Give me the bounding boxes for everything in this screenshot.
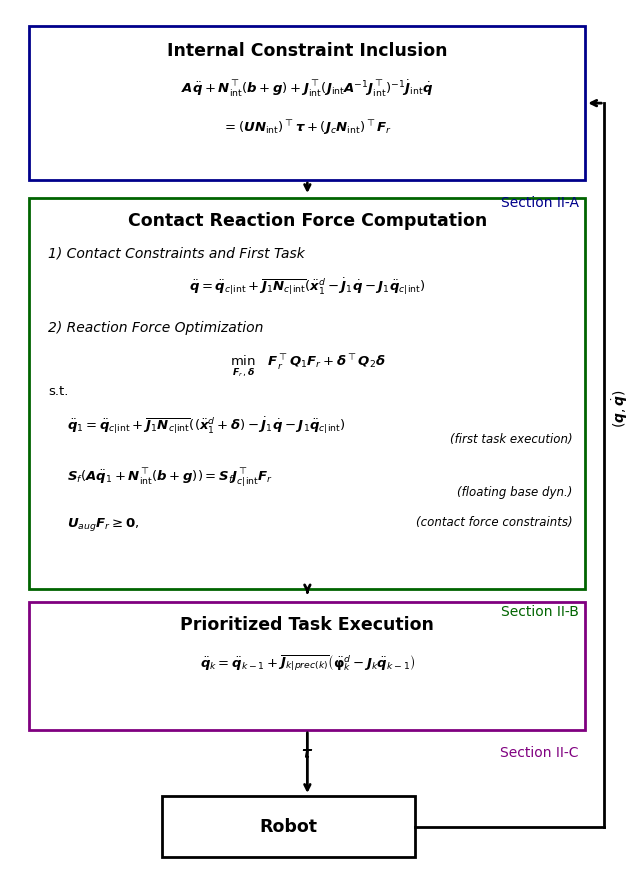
Text: $\boldsymbol{U}_{aug}\boldsymbol{F}_r \geq \boldsymbol{0},$: $\boldsymbol{U}_{aug}\boldsymbol{F}_r \g…	[67, 516, 140, 533]
Text: s.t.: s.t.	[49, 385, 68, 398]
Text: $\boldsymbol{A}\ddot{\boldsymbol{q}} + \boldsymbol{N}_{\mathrm{int}}^\top(\bolds: $\boldsymbol{A}\ddot{\boldsymbol{q}} + \…	[181, 79, 433, 99]
FancyBboxPatch shape	[29, 26, 586, 180]
Text: $\ddot{\boldsymbol{q}}_1 = \ddot{\boldsymbol{q}}_{c|\mathrm{int}} + \overline{\b: $\ddot{\boldsymbol{q}}_1 = \ddot{\boldsy…	[67, 415, 346, 436]
Text: $(\boldsymbol{q}, \dot{\boldsymbol{q}})$: $(\boldsymbol{q}, \dot{\boldsymbol{q}})$	[610, 390, 630, 428]
Text: $\boldsymbol{\tau}$: $\boldsymbol{\tau}$	[301, 746, 314, 761]
Text: Contact Reaction Force Computation: Contact Reaction Force Computation	[128, 211, 487, 230]
FancyBboxPatch shape	[29, 198, 586, 589]
Text: Internal Constraint Inclusion: Internal Constraint Inclusion	[167, 42, 447, 60]
Text: $= (\boldsymbol{U}\boldsymbol{N}_{\mathrm{int}})^\top\boldsymbol{\tau} + (\bolds: $= (\boldsymbol{U}\boldsymbol{N}_{\mathr…	[222, 118, 392, 138]
Text: $\ddot{\boldsymbol{q}}_k = \ddot{\boldsymbol{q}}_{k-1} + \overline{\boldsymbol{J: $\ddot{\boldsymbol{q}}_k = \ddot{\boldsy…	[200, 654, 415, 673]
Text: Prioritized Task Execution: Prioritized Task Execution	[180, 616, 435, 634]
FancyBboxPatch shape	[29, 602, 586, 730]
FancyBboxPatch shape	[162, 796, 415, 858]
Text: (floating base dyn.): (floating base dyn.)	[458, 487, 573, 499]
Text: 2) Reaction Force Optimization: 2) Reaction Force Optimization	[49, 321, 264, 335]
Text: (contact force constraints): (contact force constraints)	[416, 516, 573, 529]
Text: $\ddot{\boldsymbol{q}} = \ddot{\boldsymbol{q}}_{c|\mathrm{int}} + \overline{\bol: $\ddot{\boldsymbol{q}} = \ddot{\boldsymb…	[189, 277, 426, 297]
Text: $\boldsymbol{S}_f(\boldsymbol{A}\ddot{\boldsymbol{q}}_1 + \boldsymbol{N}_{\mathr: $\boldsymbol{S}_f(\boldsymbol{A}\ddot{\b…	[67, 467, 273, 489]
Text: (first task execution): (first task execution)	[450, 433, 573, 447]
Text: 1) Contact Constraints and First Task: 1) Contact Constraints and First Task	[49, 246, 305, 260]
Text: Section II-B: Section II-B	[501, 605, 579, 619]
Text: $\min_{\boldsymbol{F}_r,\boldsymbol{\delta}}\quad \boldsymbol{F}_r^\top\boldsymb: $\min_{\boldsymbol{F}_r,\boldsymbol{\del…	[230, 352, 385, 378]
Text: Section II-A: Section II-A	[501, 196, 579, 210]
Text: Section II-C: Section II-C	[500, 746, 579, 760]
Text: Robot: Robot	[259, 818, 317, 836]
